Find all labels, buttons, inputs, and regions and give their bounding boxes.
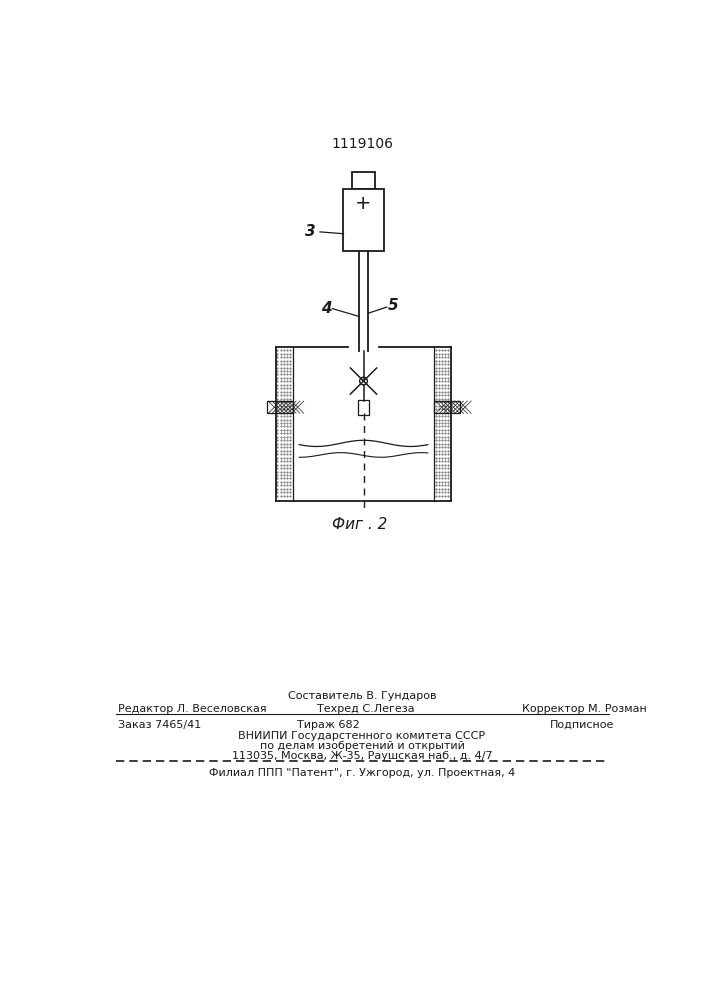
Text: Фиг . 2: Фиг . 2 — [332, 517, 387, 532]
Text: 4: 4 — [321, 301, 332, 316]
Bar — [267, 401, 293, 413]
Bar — [434, 401, 460, 413]
Text: 113035, Москва, Ж-35, Раушская наб., д. 4/7: 113035, Москва, Ж-35, Раушская наб., д. … — [232, 751, 492, 761]
Text: по делам изобретений и открытий: по делам изобретений и открытий — [259, 741, 464, 751]
Bar — [344, 189, 384, 251]
Bar — [358, 400, 369, 415]
Text: Подписное: Подписное — [549, 720, 614, 730]
Circle shape — [360, 377, 368, 385]
Text: +: + — [355, 194, 372, 213]
Text: 3: 3 — [305, 224, 316, 239]
Text: Составитель В. Гундаров: Составитель В. Гундаров — [288, 691, 436, 701]
Text: Техред С.Легеза: Техред С.Легеза — [317, 704, 414, 714]
Text: Заказ 7465/41: Заказ 7465/41 — [118, 720, 201, 730]
Text: Тираж 682: Тираж 682 — [297, 720, 360, 730]
Text: Филиал ППП "Патент", г. Ужгород, ул. Проектная, 4: Филиал ППП "Патент", г. Ужгород, ул. Про… — [209, 768, 515, 778]
Text: 1119106: 1119106 — [331, 137, 393, 151]
Text: 5: 5 — [387, 298, 398, 313]
Text: Редактор Л. Веселовская: Редактор Л. Веселовская — [118, 704, 267, 714]
Text: ВНИИПИ Государстенного комитета СССР: ВНИИПИ Государстенного комитета СССР — [238, 731, 486, 741]
Text: Корректор М. Розман: Корректор М. Розман — [522, 704, 647, 714]
Bar — [352, 172, 375, 189]
